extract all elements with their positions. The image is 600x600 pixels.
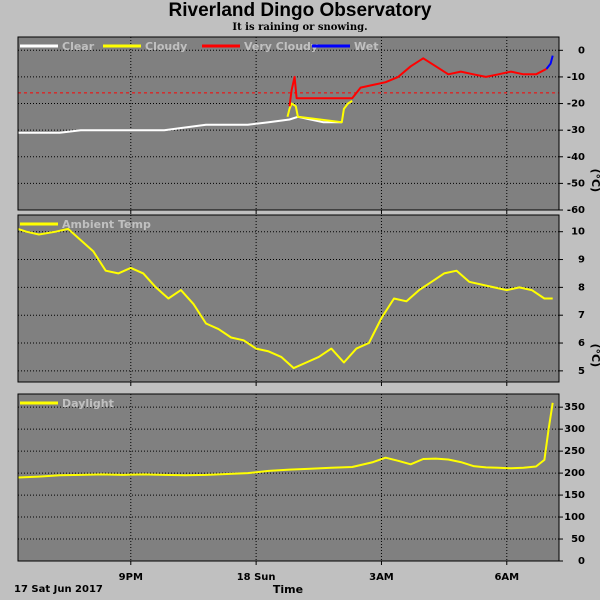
series-line-cloudy — [286, 100, 353, 124]
x-axis-label: Time — [273, 583, 303, 596]
legend-label: Daylight — [62, 397, 114, 410]
series-line-very-cloudy — [288, 57, 547, 107]
y-tick-label: 250 — [564, 446, 585, 457]
status-message: It is raining or snowing. — [232, 22, 368, 33]
legend-label: Wet — [354, 40, 378, 53]
series-line-daylight — [17, 402, 554, 479]
y-tick-label: 300 — [564, 424, 585, 435]
x-tick-label: 18 Sun — [237, 572, 276, 583]
date-label: 17 Sat Jun 2017 — [14, 584, 103, 595]
panel-background — [17, 214, 560, 383]
panel-background — [17, 393, 560, 562]
x-tick-label: 3AM — [369, 572, 394, 583]
y-tick-label: -10 — [567, 72, 585, 83]
y-tick-label: 100 — [564, 512, 585, 523]
y-tick-label: 350 — [564, 402, 585, 413]
page-title: Riverland Dingo Observatory — [168, 0, 432, 21]
series-line-ambient-temp — [17, 227, 553, 370]
x-tick-label: 6AM — [494, 572, 519, 583]
y-tick-label: 200 — [564, 468, 585, 479]
x-tick-label: 9PM — [119, 572, 143, 583]
y-tick-label: 8 — [578, 282, 585, 293]
y-tick-label: 150 — [564, 490, 585, 501]
y-tick-label: 6 — [578, 338, 585, 349]
legend-label: Clear — [62, 40, 95, 53]
y-tick-label: 5 — [578, 366, 585, 377]
y-tick-label: 7 — [578, 310, 585, 321]
panel-border — [17, 36, 560, 211]
panel-border — [17, 393, 560, 562]
y-tick-label: -60 — [567, 205, 585, 216]
series-line-clear — [18, 115, 342, 134]
y-tick-label: -40 — [567, 152, 585, 163]
y-tick-label: 0 — [578, 45, 585, 56]
y-tick-label: -30 — [567, 125, 585, 136]
y-tick-label: 0 — [578, 556, 585, 567]
y-axis-label: (°C) — [589, 344, 600, 368]
series-line-wet — [545, 55, 554, 70]
y-tick-label: 10 — [571, 227, 585, 238]
panel-background — [17, 36, 560, 211]
legend-label: Ambient Temp — [62, 218, 151, 231]
y-tick-label: 50 — [571, 534, 585, 545]
y-axis-label: (°C) — [589, 169, 600, 193]
legend-label: Cloudy — [145, 40, 187, 53]
y-tick-label: -20 — [567, 99, 585, 110]
y-tick-label: -50 — [567, 178, 585, 189]
panel-border — [17, 214, 560, 383]
y-tick-label: 9 — [578, 255, 585, 266]
legend-label: Very Cloudy — [244, 40, 318, 53]
